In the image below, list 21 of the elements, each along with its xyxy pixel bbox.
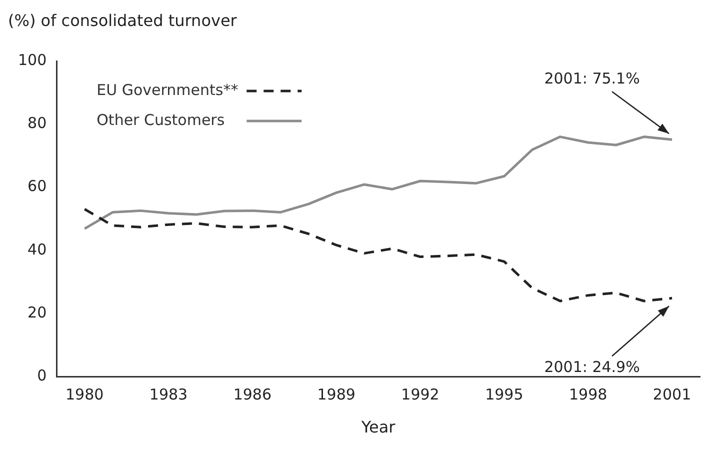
x-tick-label: 1992 bbox=[401, 386, 440, 404]
annotation: 2001: 75.1% bbox=[544, 70, 640, 88]
y-tick-label: 0 bbox=[37, 366, 47, 385]
x-tick-label: 1995 bbox=[485, 386, 524, 404]
x-tick-label: 1989 bbox=[317, 386, 356, 404]
x-tick-label: 1998 bbox=[569, 386, 608, 404]
x-axis-title: Year bbox=[360, 418, 396, 437]
annotation: 2001: 24.9% bbox=[544, 358, 640, 376]
line-series bbox=[83, 208, 674, 302]
y-axis-title: (%) of consolidated turnover bbox=[8, 10, 238, 32]
y-tick-label: 100 bbox=[18, 50, 47, 69]
x-tick-label: 1980 bbox=[66, 386, 104, 404]
legend-label: Other Customers bbox=[96, 110, 225, 129]
y-tick-label: 40 bbox=[28, 240, 47, 258]
y-tick-label: 60 bbox=[28, 177, 47, 196]
y-tick-label: 80 bbox=[28, 114, 47, 132]
y-tick-label: 20 bbox=[28, 304, 47, 322]
legend-label: EU Governments** bbox=[96, 80, 239, 99]
x-tick-label: 1986 bbox=[233, 386, 272, 404]
x-tick-label: 2001 bbox=[652, 386, 692, 404]
x-tick-label: 1983 bbox=[149, 386, 188, 404]
